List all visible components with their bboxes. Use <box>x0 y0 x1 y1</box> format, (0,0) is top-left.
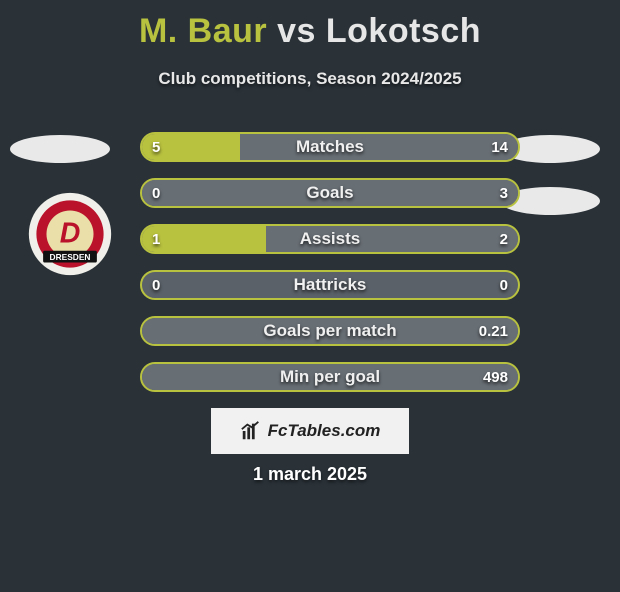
watermark: FcTables.com <box>211 408 409 454</box>
stat-value-right: 3 <box>500 180 508 206</box>
subtitle: Club competitions, Season 2024/2025 <box>0 69 620 89</box>
stat-label: Hattricks <box>142 272 518 298</box>
player2-name: Lokotsch <box>326 12 481 50</box>
stat-row: 1 Assists 2 <box>140 224 520 254</box>
date-text: 1 march 2025 <box>0 464 620 485</box>
team-logo-placeholder-left-1 <box>10 135 110 163</box>
stat-label: Goals <box>142 180 518 206</box>
player1-name: M. Baur <box>139 12 267 50</box>
chart-icon <box>240 420 262 442</box>
stat-row: 5 Matches 14 <box>140 132 520 162</box>
stat-value-right: 0.21 <box>479 318 508 344</box>
badge-banner-text: DRESDEN <box>50 252 91 262</box>
stat-row: 0 Hattricks 0 <box>140 270 520 300</box>
badge-letter: D <box>60 217 81 249</box>
watermark-text: FcTables.com <box>268 421 381 441</box>
stat-row: Goals per match 0.21 <box>140 316 520 346</box>
stat-value-right: 498 <box>483 364 508 390</box>
stat-label: Goals per match <box>142 318 518 344</box>
stat-row: Min per goal 498 <box>140 362 520 392</box>
stat-value-right: 0 <box>500 272 508 298</box>
stat-label: Matches <box>142 134 518 160</box>
stat-label: Min per goal <box>142 364 518 390</box>
vs-text: vs <box>277 12 316 50</box>
stat-value-right: 14 <box>491 134 508 160</box>
stat-row: 0 Goals 3 <box>140 178 520 208</box>
team-badge-left: D DRESDEN <box>28 192 112 276</box>
page-title: M. Baur vs Lokotsch <box>0 12 620 51</box>
stat-value-right: 2 <box>500 226 508 252</box>
stat-bars: 5 Matches 14 0 Goals 3 1 Assists 2 0 Hat… <box>140 132 520 408</box>
stat-label: Assists <box>142 226 518 252</box>
